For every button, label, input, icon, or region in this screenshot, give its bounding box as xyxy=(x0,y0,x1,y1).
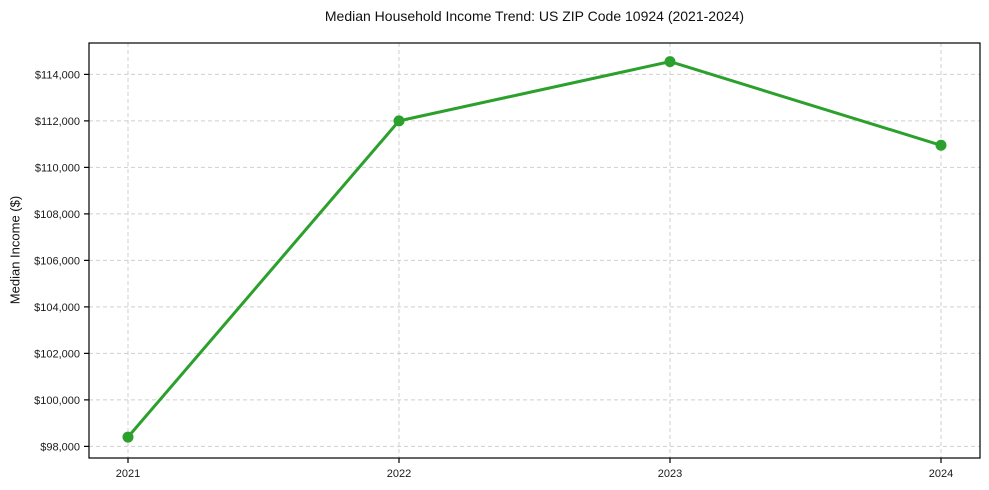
data-point xyxy=(393,115,405,127)
x-tick-label: 2024 xyxy=(929,468,953,480)
y-tick-label: $110,000 xyxy=(35,162,80,174)
y-tick-label: $102,000 xyxy=(34,348,80,360)
plot-border xyxy=(88,42,981,459)
y-tick-label: $100,000 xyxy=(34,395,80,407)
x-tick-label: 2022 xyxy=(387,468,411,480)
y-tick-label: $106,000 xyxy=(34,255,80,267)
y-tick-label: $114,000 xyxy=(35,69,80,81)
y-tick-label: $104,000 xyxy=(34,302,80,314)
chart-title: Median Household Income Trend: US ZIP Co… xyxy=(324,8,745,24)
data-point xyxy=(122,431,134,443)
x-tick-label: 2023 xyxy=(658,468,682,480)
data-point xyxy=(664,56,676,68)
x-tick-label: 2021 xyxy=(116,468,140,480)
y-tick-label: $112,000 xyxy=(35,116,80,128)
y-tick-label: $98,000 xyxy=(40,441,80,453)
trend-line xyxy=(126,60,943,439)
data-point xyxy=(935,139,947,151)
y-tick-label: $108,000 xyxy=(34,209,80,221)
